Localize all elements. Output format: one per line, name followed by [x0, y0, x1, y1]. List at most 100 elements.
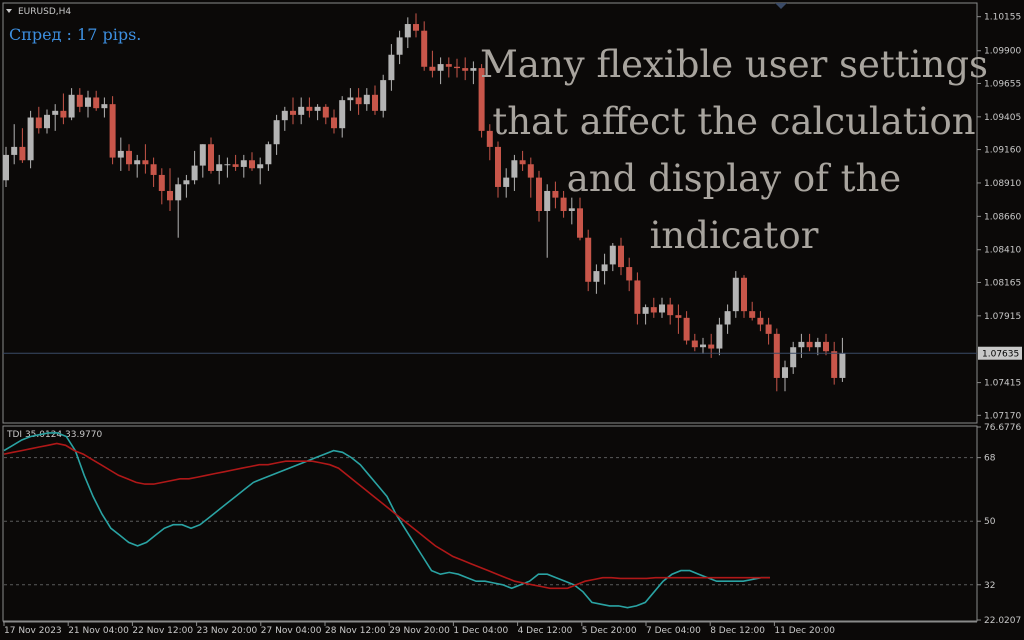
candle-body	[158, 174, 165, 191]
candle-body	[454, 66, 460, 69]
time-tick-label: 4 Dec 12:00	[518, 626, 573, 636]
candle-body	[634, 280, 641, 314]
candle-body	[380, 80, 387, 111]
candle-body	[462, 68, 469, 71]
candle-body	[11, 146, 18, 155]
price-tick-label: 1.07915	[984, 312, 1021, 322]
time-tick-label: 7 Dec 04:00	[646, 626, 701, 636]
candle-body	[372, 94, 378, 111]
candle-body	[765, 324, 772, 334]
candle-body	[290, 110, 296, 115]
candle-body	[552, 190, 559, 198]
time-tick-label: 27 Nov 04:00	[261, 626, 322, 636]
candle-body	[347, 97, 354, 101]
indicator-label: TDI 35.0124 33.9770	[6, 430, 103, 440]
price-tick-label: 1.10155	[984, 13, 1021, 23]
candle-body	[199, 144, 206, 166]
candle-body	[404, 24, 411, 38]
candle-body	[724, 311, 731, 325]
candle-body	[519, 160, 526, 165]
candle-body	[626, 267, 633, 281]
candle-body	[101, 104, 108, 109]
price-tick-label: 1.07170	[984, 411, 1021, 421]
time-tick-label: 17 Nov 2023	[4, 626, 62, 636]
spread-readout: Спред : 17 pips.	[9, 25, 142, 44]
candle-body	[298, 106, 305, 115]
price-pane[interactable]: EURUSD,H4 1.10155 1.09900 1.09655 1.09405 1.…	[2, 2, 1022, 424]
candle-body	[839, 353, 846, 378]
candle-body	[445, 64, 452, 67]
price-tick-label: 1.07415	[984, 379, 1021, 389]
time-tick-label: 23 Nov 20:00	[197, 626, 258, 636]
candle-body	[388, 54, 395, 81]
candle-body	[60, 110, 67, 118]
candle-body	[257, 164, 264, 169]
candle-body	[544, 190, 551, 211]
candle-body	[396, 37, 403, 55]
candle-body	[511, 160, 518, 178]
candle-body	[273, 120, 280, 145]
candle-body	[691, 340, 698, 348]
current-price-label: 1.07635	[982, 350, 1019, 360]
candle-body	[331, 117, 337, 129]
candle-body	[823, 341, 829, 352]
candle-body	[536, 177, 542, 211]
candle-body	[27, 117, 34, 161]
price-tick-label: 1.09160	[984, 146, 1021, 156]
price-tick-label: 1.08165	[984, 278, 1021, 288]
candle-body	[675, 315, 682, 318]
candle-body	[814, 341, 821, 348]
price-tick-label: 1.09655	[984, 79, 1021, 89]
candle-body	[232, 164, 239, 167]
indicator-series-line	[3, 442, 770, 590]
candle-body	[782, 367, 788, 378]
candle-body	[85, 97, 91, 107]
price-tick-label: 1.08910	[984, 179, 1021, 189]
candle-body	[76, 94, 83, 107]
candle-body	[757, 317, 764, 325]
candle-body	[650, 307, 657, 313]
candle-body	[421, 30, 428, 67]
promo-caption: Many flexible user settings that affect …	[480, 43, 989, 257]
candle-body	[577, 208, 583, 238]
candle-body	[700, 344, 706, 348]
scroll-marker-icon[interactable]	[775, 3, 787, 9]
time-tick-label: 22 Nov 12:00	[132, 626, 193, 636]
candle-body	[150, 164, 157, 175]
candle-body	[773, 333, 780, 378]
candle-body	[560, 197, 567, 211]
time-tick-label: 29 Nov 20:00	[389, 626, 450, 636]
candle-body	[601, 264, 608, 272]
candle-body	[93, 97, 100, 109]
candle-body	[659, 304, 665, 313]
time-tick-label: 21 Nov 04:00	[68, 626, 129, 636]
candle-body	[117, 150, 124, 158]
candle-body	[191, 165, 198, 181]
candle-body	[478, 68, 485, 131]
candle-body	[683, 317, 690, 341]
candle-body	[749, 311, 756, 318]
candle-body	[806, 341, 813, 348]
price-tick-label: 1.08660	[984, 212, 1021, 222]
indicator-pane[interactable]: TDI 35.0124 33.9770 76.6776 68 50 32 22.0207	[2, 423, 1021, 626]
candle-body	[741, 277, 747, 312]
candle-body	[585, 237, 592, 282]
candle-body	[593, 271, 600, 282]
candle-body	[167, 190, 173, 201]
symbol-label: EURUSD,H4	[18, 7, 71, 17]
candle-body	[363, 94, 370, 105]
candle-body	[716, 324, 723, 349]
time-tick-label: 11 Dec 20:00	[774, 626, 835, 636]
candle-body	[609, 245, 616, 265]
candle-body	[3, 154, 9, 181]
candle-body	[281, 110, 288, 121]
indicator-tick-label: 68	[984, 454, 996, 464]
candle-body	[68, 94, 75, 118]
candle-body	[216, 164, 223, 171]
symbol-menu-icon[interactable]	[6, 9, 12, 13]
price-tick-label: 1.08410	[984, 246, 1021, 256]
candle-body	[142, 160, 149, 165]
time-tick-label: 28 Nov 12:00	[325, 626, 386, 636]
candle-body	[429, 66, 436, 71]
